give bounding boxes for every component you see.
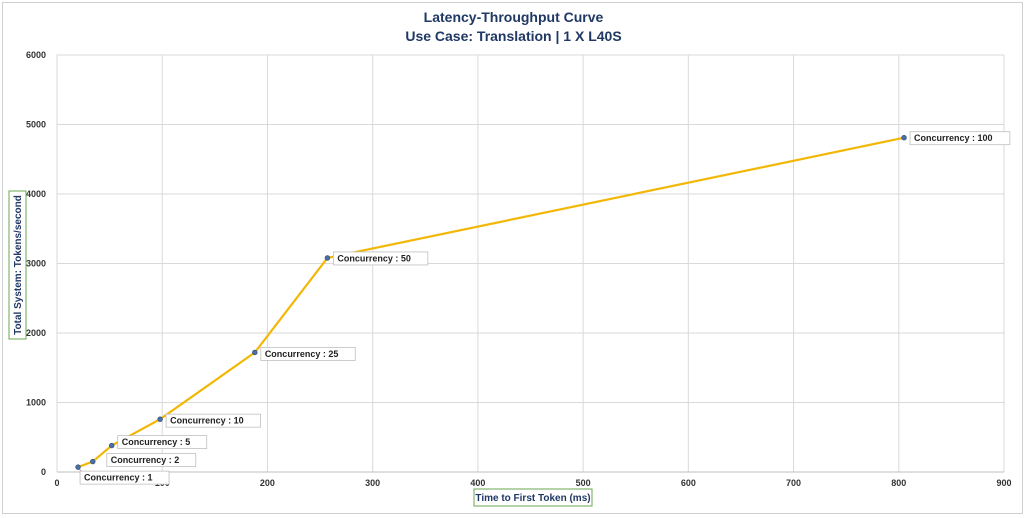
data-label-2: Concurrency : 5 (122, 437, 191, 447)
chart-subtitle: Use Case: Translation | 1 X L40S (405, 28, 622, 44)
data-point-1 (90, 458, 96, 465)
x-axis-title: Time to First Token (ms) (475, 493, 590, 504)
y-axis-label: Total System: Tokens/second (8, 190, 27, 340)
x-tick-label-6: 600 (681, 478, 696, 488)
x-tick-label-3: 300 (365, 478, 380, 488)
data-label-5: Concurrency : 50 (337, 253, 411, 263)
data-label-4: Concurrency : 25 (265, 349, 339, 359)
y-axis-ticks: 0 1000 2000 3000 4000 5000 6000 (26, 50, 46, 477)
data-label-box-2 (117, 435, 208, 449)
data-label-box-5 (333, 251, 429, 266)
y-tick-label-1: 1000 (26, 398, 46, 408)
data-label-box-6 (909, 131, 1011, 146)
x-axis-ticks: 0100200300400500600700800900 (54, 478, 1011, 488)
x-tick-label-8: 800 (891, 478, 906, 488)
data-label-3: Concurrency : 10 (170, 416, 244, 426)
data-label-6: Concurrency : 100 (914, 133, 993, 143)
x-tick-label-7: 700 (786, 478, 801, 488)
data-points (75, 135, 907, 470)
data-point-5 (324, 255, 331, 261)
data-label-0: Concurrency : 1 (84, 473, 153, 483)
x-tick-label-0: 0 (54, 478, 59, 488)
data-label-box-3 (165, 413, 261, 428)
data-label-1: Concurrency : 2 (111, 455, 180, 465)
data-point-0 (75, 464, 81, 470)
data-point-3 (157, 416, 163, 422)
data-point-4 (252, 349, 258, 356)
y-axis-title: Total System: Tokens/second (13, 195, 24, 335)
x-tick-label-2: 200 (260, 478, 275, 488)
data-point-2 (109, 442, 115, 449)
y-tick-label-3: 3000 (26, 259, 46, 269)
y-tick-label-5: 5000 (26, 120, 46, 130)
y-tick-label-6: 6000 (26, 50, 46, 60)
chart-title: Latency-Throughput Curve (423, 9, 604, 25)
x-tick-label-9: 900 (996, 478, 1011, 488)
data-label-box-1 (106, 453, 197, 467)
x-tick-label-5: 500 (576, 478, 591, 488)
data-labels: Concurrency : 1 Concurrency : 2 Concurrenc… (79, 131, 1011, 485)
data-label-box-4 (260, 347, 356, 361)
x-tick-label-4: 400 (470, 478, 485, 488)
data-label-box-0 (79, 470, 170, 485)
y-tick-label-4: 4000 (26, 189, 46, 199)
data-point-6 (901, 135, 907, 141)
grid-lines (56, 54, 1005, 473)
y-tick-label-2: 2000 (26, 328, 46, 338)
x-axis-label: Time to First Token (ms) (473, 488, 593, 507)
y-tick-label-0: 0 (41, 467, 46, 477)
